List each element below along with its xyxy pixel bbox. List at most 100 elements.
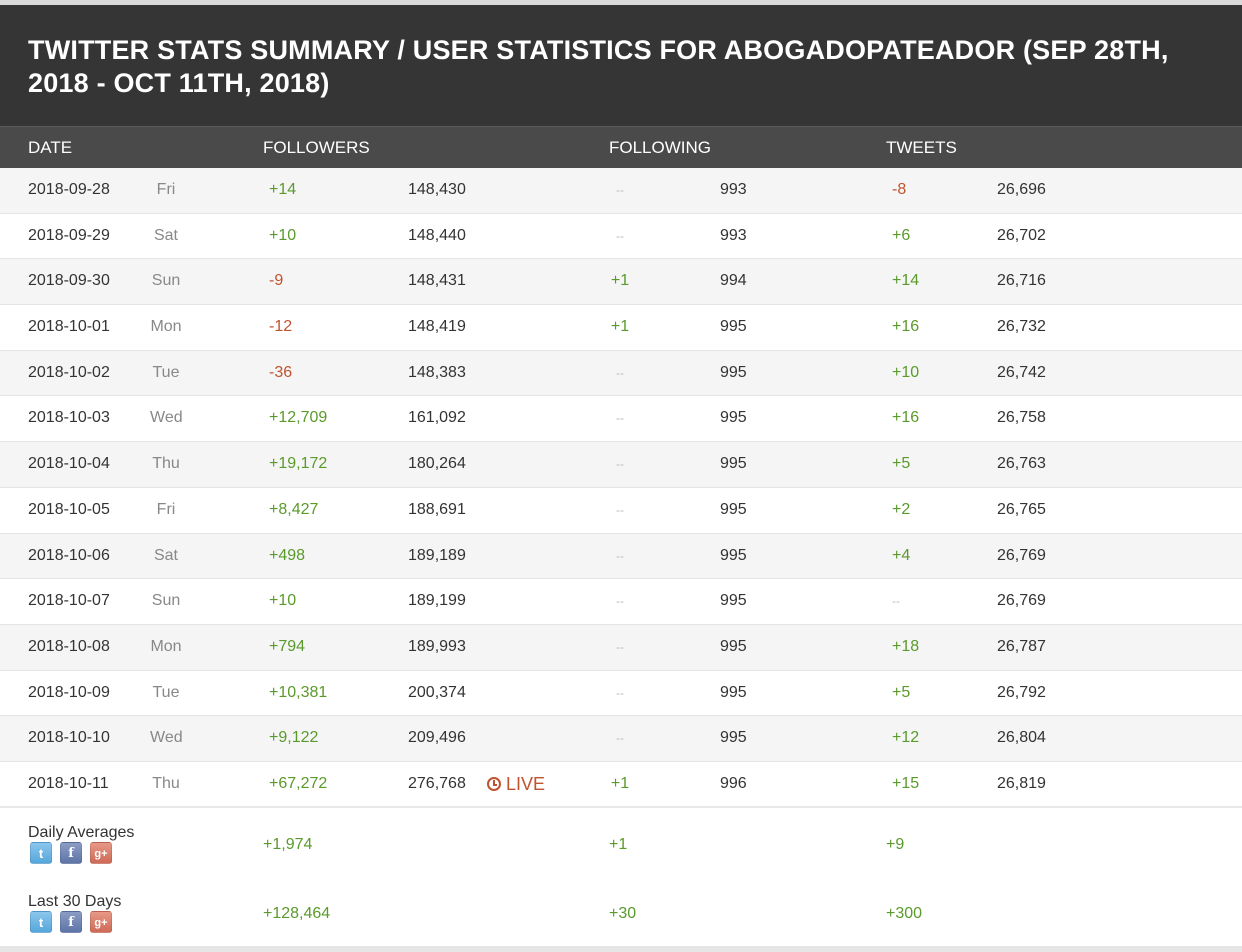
- row-day: Sun: [151, 272, 181, 290]
- row-tweets-change: +2: [892, 500, 911, 518]
- google-plus-icon[interactable]: g+: [90, 911, 112, 933]
- table-row: 2018-10-03 Wed +12,709 161,092 -- 995 +16 26,75…: [0, 396, 1242, 443]
- row-tweets-change: +14: [892, 272, 920, 290]
- row-tweets-change: -8: [892, 181, 907, 198]
- row-followers-total: 180,264: [408, 455, 466, 473]
- table-row: 2018-10-09 Tue +10,381 200,374 -- 995 +5 26,792: [0, 670, 1242, 717]
- twitter-icon[interactable]: t: [30, 842, 52, 864]
- row-day: Sat: [153, 226, 178, 244]
- row-following-total: 995: [720, 683, 747, 701]
- row-date: 2018-09-29: [28, 226, 110, 244]
- row-following-total: 995: [720, 729, 747, 747]
- row-tweets-total: 26,702: [997, 226, 1046, 244]
- row-following-total: 995: [720, 318, 747, 336]
- share-icons: t f g+: [30, 842, 112, 864]
- row-tweets-total: 26,787: [997, 637, 1046, 655]
- header-following: FOLLOWING: [609, 138, 712, 157]
- row-followers-total: 148,383: [408, 363, 466, 381]
- row-followers-change: -9: [269, 272, 284, 290]
- row-followers-change: +10: [269, 226, 297, 244]
- table-row: 2018-10-05 Fri +8,427 188,691 -- 995 +2 26,765: [0, 487, 1242, 534]
- row-tweets-change: +5: [892, 455, 911, 473]
- row-followers-change: +9,122: [269, 729, 319, 747]
- row-following-total: 996: [720, 774, 747, 792]
- row-date: 2018-10-07: [28, 592, 110, 610]
- row-tweets-total: 26,769: [997, 546, 1046, 564]
- row-date: 2018-10-05: [28, 500, 110, 518]
- row-tweets-total: 26,769: [997, 592, 1046, 610]
- row-followers-total: 148,440: [408, 226, 466, 244]
- row-day: Sat: [153, 546, 178, 564]
- row-date: 2018-10-11: [28, 774, 109, 792]
- row-day: Wed: [150, 729, 183, 747]
- top-divider: [0, 0, 1242, 5]
- row-tweets-total: 26,742: [997, 363, 1046, 381]
- row-tweets-total: 26,792: [997, 683, 1046, 701]
- daily-averages-row: Daily Averages t f g+ +1,974 +1 +9: [0, 808, 1242, 877]
- page-title: TWITTER STATS SUMMARY / USER STATISTICS …: [28, 35, 1169, 98]
- row-day: Tue: [152, 363, 180, 381]
- table-row: 2018-09-30 Sun -9 148,431 +1 994 +14 26,716: [0, 259, 1242, 306]
- table-row: 2018-10-11 Thu +67,272 276,768 +1 996 +15 26,81…: [0, 761, 1242, 808]
- row-followers-change: +498: [269, 546, 306, 564]
- row-day: Thu: [152, 774, 180, 792]
- row-followers-change: +12,709: [269, 409, 328, 427]
- summary-section: Daily Averages t f g+ +1,974 +1 +9 Last …: [0, 806, 1242, 946]
- row-tweets-change: +10: [892, 363, 920, 381]
- row-followers-change: +10,381: [269, 683, 328, 701]
- row-tweets-total: 26,732: [997, 318, 1046, 336]
- row-following-total: 993: [720, 226, 747, 244]
- row-followers-change: +14: [269, 181, 297, 198]
- row-tweets-change: +12: [892, 729, 920, 747]
- row-following-total: 995: [720, 592, 747, 610]
- row-followers-total: 188,691: [408, 500, 466, 518]
- row-following-total: 995: [720, 363, 747, 381]
- row-followers-change: +10: [269, 592, 297, 610]
- row-date: 2018-10-04: [28, 455, 110, 473]
- summary-following: +1: [609, 836, 628, 853]
- table-row: 2018-10-04 Thu +19,172 180,264 -- 995 +5 26,763: [0, 442, 1242, 488]
- facebook-icon[interactable]: f: [60, 842, 82, 864]
- row-tweets-change: +15: [892, 774, 920, 792]
- live-indicator[interactable]: LIVE: [487, 762, 545, 806]
- row-following-change: +1: [610, 272, 630, 290]
- row-followers-total: 189,199: [408, 592, 466, 610]
- header-tweets: TWEETS: [886, 138, 957, 157]
- google-plus-icon[interactable]: g+: [90, 842, 112, 864]
- row-day: Fri: [156, 500, 176, 518]
- row-date: 2018-10-03: [28, 409, 110, 427]
- row-followers-total: 189,993: [408, 637, 466, 655]
- row-tweets-total: 26,763: [997, 455, 1046, 473]
- row-following-total: 995: [720, 500, 747, 518]
- stats-table-body: 2018-09-28 Fri +14 148,430 -- 993 -8 26,696 2018…: [0, 168, 1242, 808]
- row-following-change: --: [616, 731, 624, 746]
- summary-tweets: +300: [886, 905, 923, 922]
- summary-label: Last 30 Days: [28, 893, 122, 910]
- summary-tweets: +9: [886, 836, 905, 853]
- row-day: Fri: [156, 181, 176, 198]
- row-day: Tue: [152, 683, 180, 701]
- row-followers-total: 148,431: [408, 272, 466, 290]
- table-row: 2018-10-08 Mon +794 189,993 -- 995 +18 26,787: [0, 624, 1242, 671]
- row-tweets-change: +16: [892, 318, 920, 336]
- last-30-days-row: Last 30 Days t f g+ +128,464 +30 +300: [0, 877, 1242, 946]
- facebook-icon[interactable]: f: [60, 911, 82, 933]
- row-following-change: --: [616, 502, 624, 517]
- row-following-change: --: [616, 365, 624, 380]
- row-tweets-change: +18: [892, 637, 920, 655]
- row-followers-change: +19,172: [269, 455, 328, 473]
- row-tweets-total: 26,804: [997, 729, 1046, 747]
- row-following-total: 995: [720, 546, 747, 564]
- row-following-change: +1: [610, 318, 630, 336]
- row-day: Mon: [150, 318, 182, 336]
- row-date: 2018-10-06: [28, 546, 110, 564]
- row-day: Wed: [150, 409, 183, 427]
- row-day: Sun: [151, 592, 181, 610]
- row-followers-total: 161,092: [408, 409, 466, 427]
- clock-icon: [487, 776, 501, 791]
- row-following-change: --: [616, 228, 624, 243]
- twitter-icon[interactable]: t: [30, 911, 52, 933]
- row-followers-total: 209,496: [408, 729, 466, 747]
- row-following-change: --: [616, 457, 624, 472]
- row-following-total: 995: [720, 409, 747, 427]
